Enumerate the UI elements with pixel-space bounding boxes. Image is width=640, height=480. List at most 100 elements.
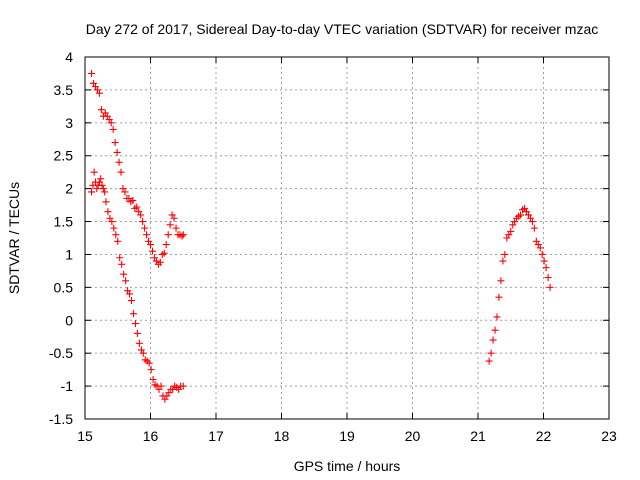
data-point (536, 244, 544, 252)
data-point (495, 293, 503, 301)
data-point (95, 89, 103, 97)
data-point (131, 320, 139, 328)
data-point (118, 260, 126, 268)
data-point (160, 249, 168, 257)
data-point (98, 181, 106, 189)
data-point (149, 376, 157, 384)
data-point (107, 119, 115, 127)
data-point (544, 273, 552, 281)
data-point (88, 69, 96, 77)
data-point (137, 211, 145, 219)
grid-lines (85, 57, 609, 419)
data-point (113, 148, 121, 156)
data-point (157, 382, 165, 390)
data-point (104, 208, 112, 216)
data-point (499, 257, 507, 265)
data-point (164, 231, 172, 239)
chart-title: Day 272 of 2017, Sidereal Day-to-day VTE… (86, 21, 599, 37)
data-point (148, 247, 156, 255)
data-point (143, 231, 151, 239)
data-point (139, 349, 147, 357)
data-point (102, 198, 110, 206)
data-point (538, 250, 546, 258)
y-tick-label: 3.5 (54, 82, 74, 98)
data-point (122, 277, 130, 285)
y-tick-label: 3 (65, 115, 73, 131)
data-point (110, 224, 118, 232)
data-point (116, 254, 124, 262)
data-point (115, 158, 123, 166)
y-tick-label: 2 (65, 181, 73, 197)
data-point (489, 336, 497, 344)
data-point (179, 382, 187, 390)
y-tick-label: 0.5 (54, 279, 74, 295)
y-tick-label: -1 (61, 378, 74, 394)
x-tick-label: 20 (405, 428, 421, 444)
data-point (129, 310, 137, 318)
x-tick-label: 17 (208, 428, 224, 444)
data-point (517, 211, 525, 219)
x-tick-labels: 15 16 17 18 19 20 21 22 23 (77, 428, 617, 444)
y-tick-label: 0 (65, 312, 73, 328)
data-point (147, 241, 154, 249)
y-tick-label: 4 (65, 49, 73, 65)
y-axis-label: SDTVAR / TECUs (6, 182, 22, 294)
y-tick-labels: -1.5 -1 -0.5 0 0.5 1 1.5 2 2.5 3 3.5 4 (49, 49, 73, 427)
data-point (128, 297, 136, 305)
data-point (97, 175, 105, 183)
x-tick-label: 16 (143, 428, 159, 444)
data-point (501, 250, 509, 258)
data-point (139, 218, 147, 226)
plot-frame (84, 56, 610, 420)
data-point (491, 326, 499, 334)
data-point (135, 339, 143, 347)
data-point (133, 329, 141, 337)
data-point (493, 313, 501, 321)
data-point (111, 139, 119, 147)
data-point (170, 214, 178, 222)
data-point (178, 232, 186, 240)
data-point (93, 185, 101, 193)
y-tick-label: 1.5 (54, 214, 74, 230)
x-tick-label: 21 (470, 428, 486, 444)
data-point (88, 188, 96, 196)
y-tick-label: 2.5 (54, 148, 74, 164)
data-point (497, 277, 505, 285)
data-point (487, 349, 495, 357)
data-point (126, 290, 134, 298)
data-point (542, 264, 550, 272)
x-tick-label: 18 (274, 428, 290, 444)
data-point (485, 357, 493, 365)
data-point (109, 125, 117, 133)
y-tick-label: 1 (65, 246, 73, 262)
data-points (88, 69, 554, 403)
y-tick-label: -1.5 (49, 411, 73, 427)
data-point (101, 188, 109, 196)
series-lower-arc (88, 168, 187, 403)
data-point (129, 196, 137, 204)
data-point (117, 168, 125, 176)
data-point (97, 106, 105, 114)
data-point (147, 366, 155, 374)
data-point (172, 224, 180, 232)
x-tick-label: 22 (536, 428, 552, 444)
x-tick-label: 19 (339, 428, 355, 444)
data-point (141, 224, 149, 232)
data-point (99, 185, 107, 193)
x-tick-label: 23 (601, 428, 617, 444)
data-point (166, 221, 174, 229)
data-point (121, 188, 129, 196)
data-point (528, 218, 536, 226)
data-point (156, 258, 164, 266)
data-point (540, 257, 548, 265)
data-point (546, 283, 554, 291)
data-point (114, 237, 122, 245)
data-point (133, 203, 141, 211)
x-axis-label: GPS time / hours (294, 458, 401, 474)
data-point (90, 168, 98, 176)
data-point (112, 231, 120, 239)
data-point (530, 224, 538, 232)
data-point (145, 359, 153, 367)
series-upper-arc (88, 69, 187, 268)
